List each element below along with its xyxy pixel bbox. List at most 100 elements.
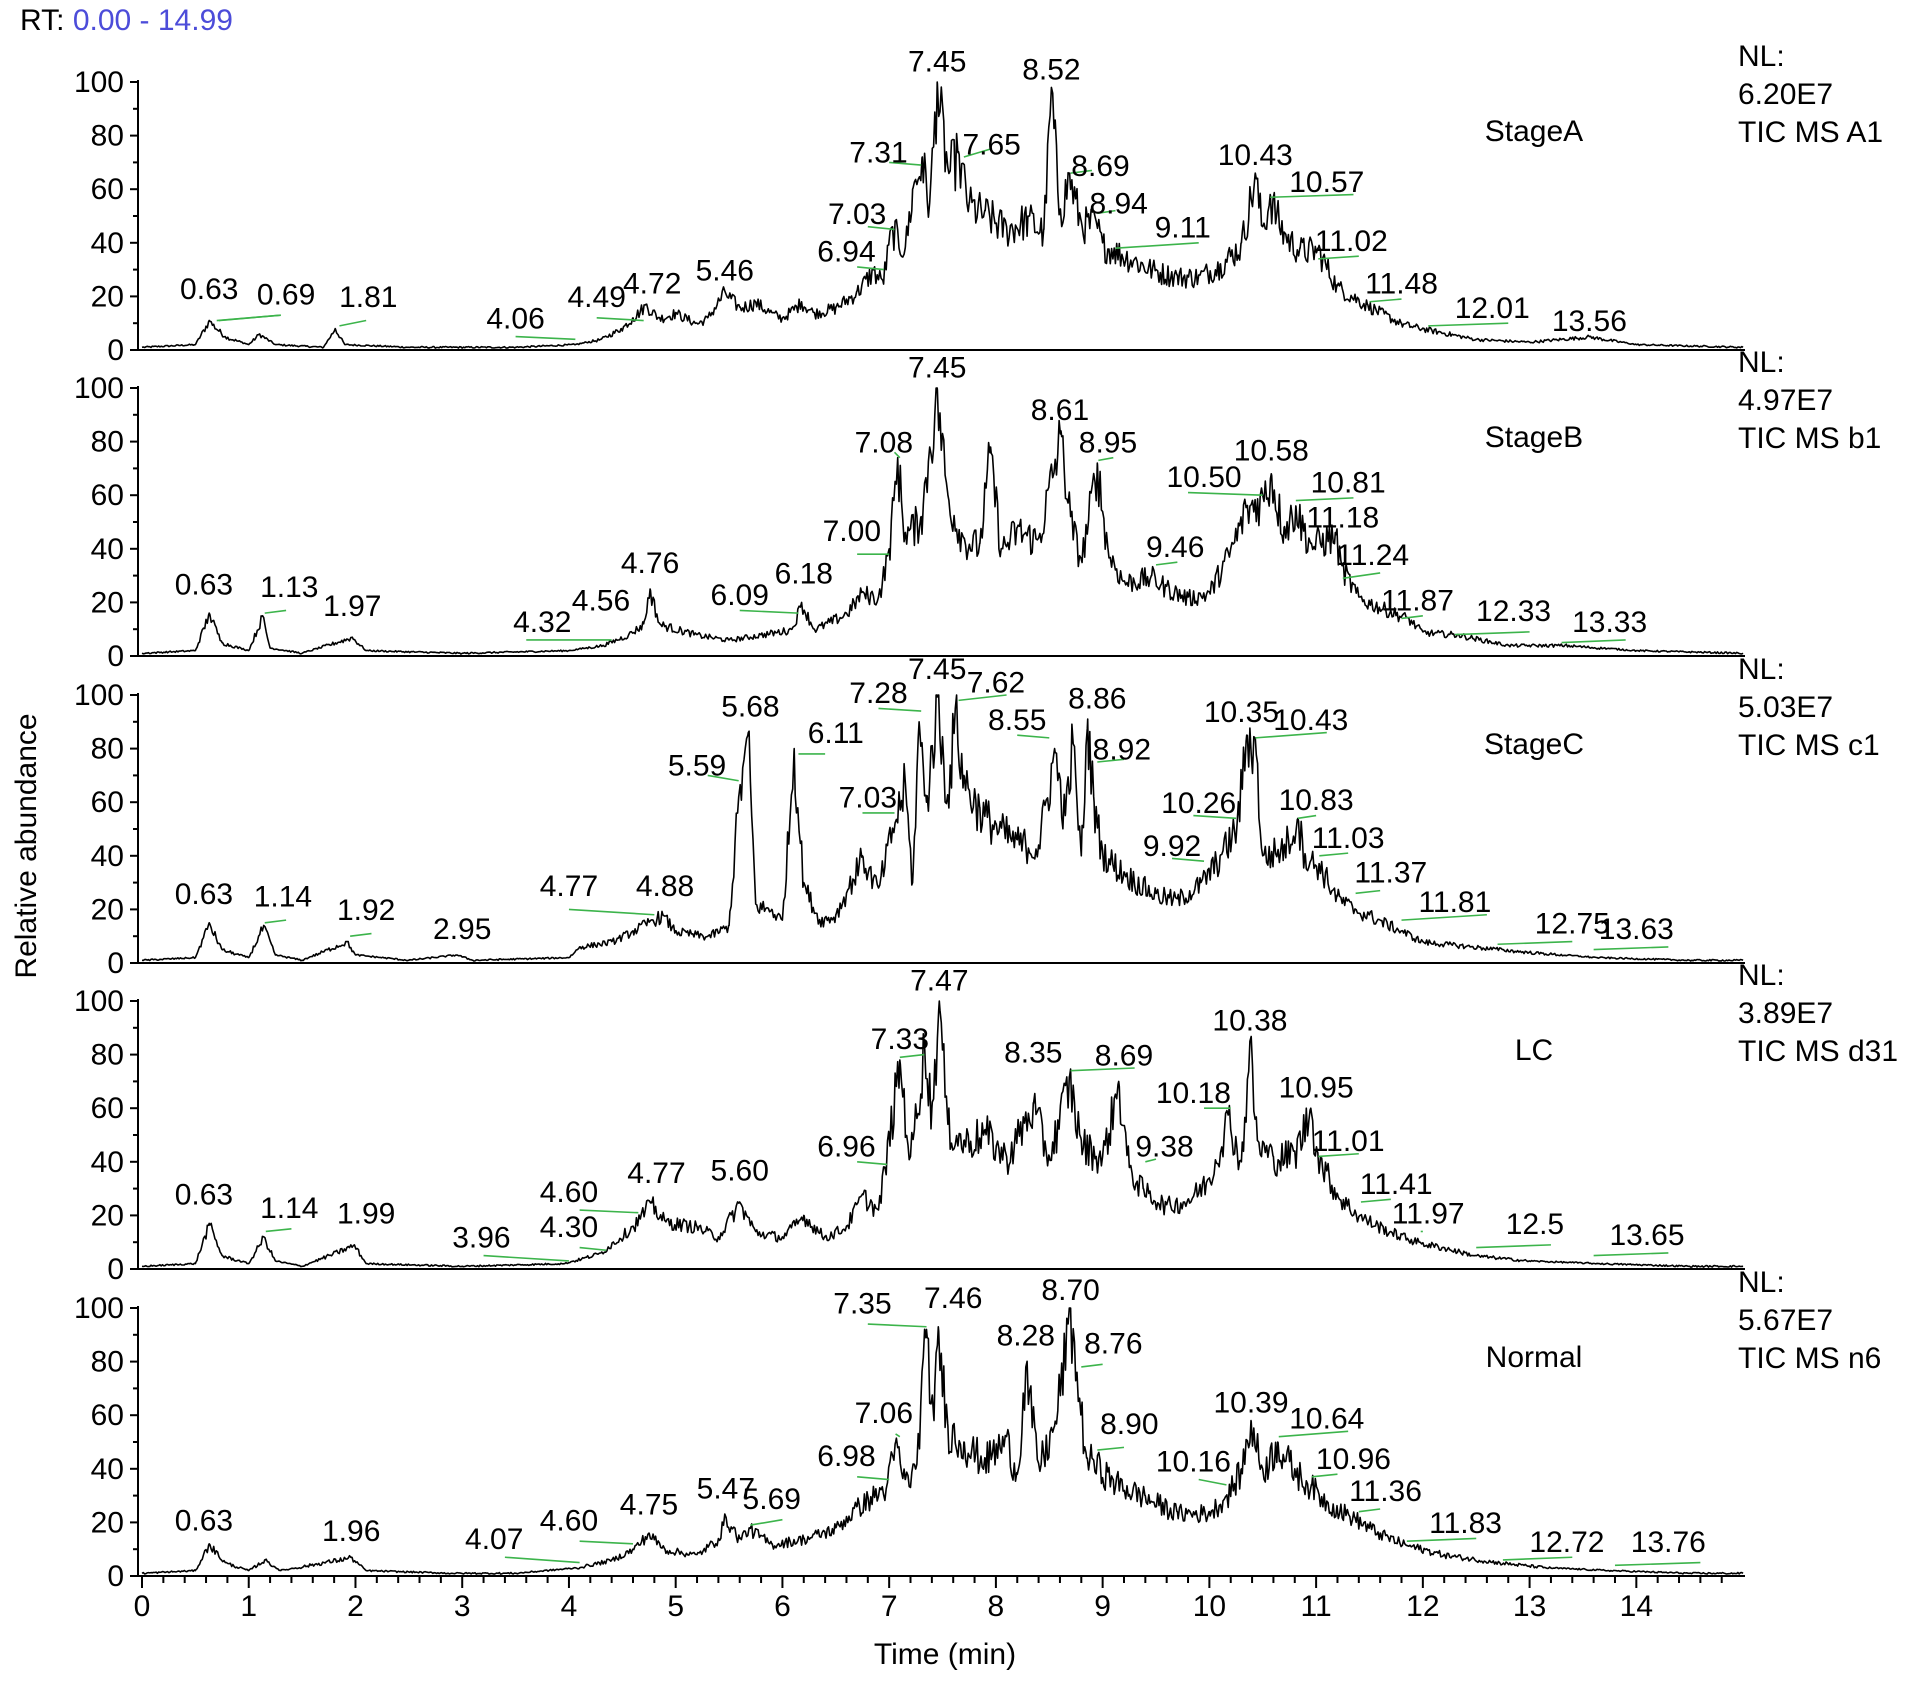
peak-leader-line <box>1561 639 1626 644</box>
peak-label: 8.76 <box>1084 1328 1142 1361</box>
peak-label: 11.18 <box>1306 501 1379 534</box>
peak-leader-line <box>1115 242 1199 249</box>
peak-leader-line <box>1593 1252 1669 1257</box>
peak-leader-line <box>893 451 901 459</box>
peak-label: 1.13 <box>260 571 318 604</box>
peak-leader-line <box>265 1228 292 1233</box>
y-tick-label: 40 <box>91 227 124 260</box>
peak-label: 6.18 <box>775 558 833 591</box>
peak-leader-line <box>963 148 991 158</box>
sample-name: StageC <box>1484 728 1584 761</box>
peak-label: 7.03 <box>839 782 897 815</box>
peak-leader-line <box>1401 913 1487 921</box>
peak-label: 11.97 <box>1392 1197 1465 1230</box>
peak-leader-line <box>707 774 739 782</box>
y-tick-label: 0 <box>107 1253 124 1286</box>
peak-leader-line <box>867 1323 927 1328</box>
peak-label: 4.56 <box>572 584 630 617</box>
y-tick-label: 100 <box>74 679 124 712</box>
peak-label: 10.43 <box>1218 139 1293 172</box>
tic-trace <box>141 387 1744 655</box>
peak-label: 5.68 <box>721 690 779 723</box>
y-tick-label: 20 <box>91 1199 124 1232</box>
peak-label: 12.75 <box>1535 908 1610 941</box>
peak-label: 13.63 <box>1599 913 1674 946</box>
y-tick-label: 0 <box>107 947 124 980</box>
peak-label: 4.88 <box>636 870 694 903</box>
x-tick-label: 4 <box>561 1590 578 1623</box>
peak-leader-line <box>504 1556 580 1564</box>
peak-label: 13.76 <box>1631 1526 1706 1559</box>
peak-leader-line <box>857 1476 890 1481</box>
peak-label: 7.03 <box>828 198 886 231</box>
peak-label: 10.50 <box>1167 461 1242 494</box>
x-axis-label: Time (min) <box>874 1638 1016 1671</box>
peak-label: 10.95 <box>1279 1071 1354 1104</box>
peak-leader-line <box>1593 946 1669 951</box>
peak-label: 11.02 <box>1315 225 1388 258</box>
peak-leader-line <box>350 932 372 937</box>
peak-label: 4.30 <box>540 1211 598 1244</box>
y-tick-label: 100 <box>74 372 124 405</box>
peak-leader-line <box>1476 1244 1551 1249</box>
peak-leader-line <box>568 908 655 916</box>
peak-leader-line <box>1360 1198 1391 1203</box>
peak-leader-line <box>1017 734 1050 739</box>
sample-name: Normal <box>1486 1341 1583 1374</box>
peak-leader-line <box>1081 1363 1103 1368</box>
peak-label: 1.14 <box>260 1192 318 1225</box>
y-tick-label: 40 <box>91 840 124 873</box>
peak-leader-line <box>579 1540 634 1545</box>
peak-label: 5.46 <box>696 254 754 287</box>
peak-label: 8.90 <box>1100 1408 1158 1441</box>
peak-leader-line <box>1070 169 1093 174</box>
peak-label: 11.36 <box>1349 1475 1422 1508</box>
peak-label: 6.09 <box>711 579 769 612</box>
peak-label: 7.00 <box>823 515 881 548</box>
peak-leader-line <box>1406 1537 1477 1542</box>
panel-stagec: 0 20 40 60 80 100 0.63 1.14 1.92 2.95 4.77 4.88 5.59… <box>74 653 1880 980</box>
peak-label: 4.60 <box>540 1176 598 1209</box>
tic-trace <box>141 81 1744 349</box>
y-tick-label: 80 <box>91 733 124 766</box>
peak-leader-line <box>1098 456 1114 462</box>
peak-label: 1.81 <box>339 281 397 314</box>
peak-leader-line <box>1497 940 1573 946</box>
tic-trace <box>141 694 1744 962</box>
peak-leader-line <box>264 609 287 614</box>
peak-leader-line <box>264 919 287 924</box>
x-tick-label: 14 <box>1620 1590 1653 1623</box>
panel-lc: 0 20 40 60 80 100 0.63 1.14 1.99 3.96 4.304.60 4.77… <box>74 959 1898 1286</box>
peak-label: 10.38 <box>1212 1004 1287 1037</box>
peak-label: 6.11 <box>808 717 864 750</box>
peak-leader-line <box>1342 572 1381 580</box>
peak-label: 5.60 <box>711 1155 769 1188</box>
peak-leader-line <box>483 1254 570 1262</box>
peak-leader-line <box>1171 857 1205 862</box>
peak-label: 10.83 <box>1279 784 1354 817</box>
peak-label: 4.75 <box>620 1488 678 1521</box>
nl-value: 3.89E7 <box>1738 997 1833 1030</box>
peak-leader-line <box>579 1246 607 1252</box>
trace-label: TIC MS n6 <box>1738 1342 1881 1375</box>
y-tick-label: 40 <box>91 1146 124 1179</box>
peak-label: 10.18 <box>1156 1077 1231 1110</box>
y-tick-label: 60 <box>91 1092 124 1125</box>
peak-label: 10.58 <box>1234 434 1309 467</box>
nl-label: NL: <box>1738 346 1785 379</box>
peak-label: 7.35 <box>833 1287 891 1320</box>
peak-label: 10.16 <box>1156 1445 1231 1478</box>
peak-leader-line <box>1502 1556 1573 1561</box>
peak-leader-line <box>1070 1067 1135 1072</box>
peak-label: 10.26 <box>1161 787 1236 820</box>
peak-label: 11.01 <box>1312 1125 1385 1158</box>
peak-leader-line <box>1428 322 1509 327</box>
peak-label: 7.65 <box>962 128 1020 161</box>
peak-label: 0.63 <box>175 1179 233 1212</box>
peak-label: 10.64 <box>1289 1403 1364 1436</box>
peak-leader-line <box>1198 1478 1227 1486</box>
peak-leader-line <box>899 1053 925 1059</box>
peak-leader-line <box>1614 1561 1701 1567</box>
x-tick-label: 7 <box>881 1590 898 1623</box>
